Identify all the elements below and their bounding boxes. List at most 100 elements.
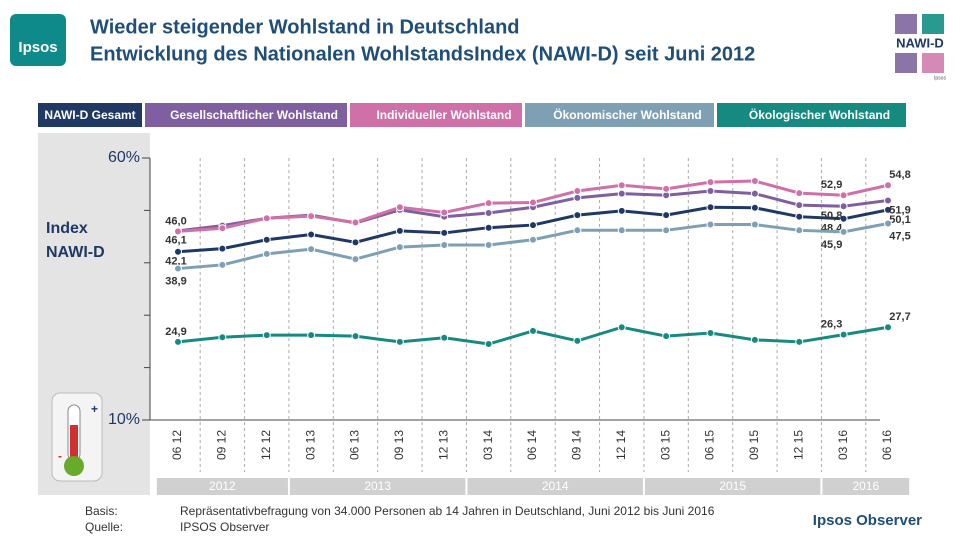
x-tick-label: 12 12 [259, 430, 273, 460]
data-point [218, 260, 227, 269]
x-tick-label: 06 14 [525, 430, 539, 460]
data-point [839, 214, 848, 223]
data-label: 46,1 [165, 235, 186, 247]
year-label: 2016 [852, 479, 879, 493]
legend-label: Ökonomischer Wohlstand [553, 107, 701, 122]
ipsos-logo-text: Ipsos [18, 39, 57, 56]
data-point [484, 199, 493, 208]
legend-box [525, 103, 714, 127]
svg-text:-: - [58, 449, 62, 463]
x-tick-label: 03 16 [836, 430, 850, 460]
data-label: 50,8 [821, 210, 842, 222]
data-point [262, 214, 271, 223]
data-point [884, 181, 892, 190]
data-point [617, 323, 626, 332]
x-tick-label: 09 14 [570, 430, 584, 460]
x-tick-label: 09 15 [747, 430, 761, 460]
source-text: IPSOS Observer [180, 520, 269, 534]
data-point [706, 178, 715, 187]
data-point [484, 223, 493, 232]
data-point [395, 243, 404, 252]
chart-frame [38, 133, 922, 495]
data-label: 52,9 [821, 179, 842, 191]
data-point [174, 247, 182, 256]
data-point [395, 337, 404, 346]
data-point [351, 238, 360, 247]
year-band [822, 478, 910, 495]
data-point [351, 332, 360, 341]
data-point [174, 227, 182, 236]
legend-box [145, 103, 347, 127]
legend-label: Ökologischer Wohlstand [749, 107, 890, 122]
data-point [706, 220, 715, 229]
data-point [573, 226, 582, 235]
year-band [156, 478, 288, 495]
data-point [884, 196, 892, 205]
data-point [395, 203, 404, 212]
data-point [662, 226, 671, 235]
data-point [662, 184, 671, 193]
data-point [884, 205, 892, 214]
data-point [440, 240, 449, 249]
data-point [839, 191, 848, 200]
x-tick-label: 03 15 [658, 430, 672, 460]
data-point [395, 226, 404, 235]
year-band [467, 478, 643, 495]
data-point [262, 249, 271, 258]
basis-text: Repräsentativbefragung von 34.000 Person… [180, 504, 715, 518]
x-tick-label: 06 12 [170, 430, 184, 460]
data-label: 50,1 [889, 214, 910, 226]
data-point [218, 244, 227, 253]
data-point [795, 337, 804, 346]
data-point [617, 206, 626, 215]
data-point [440, 228, 449, 237]
x-tick-label: 03 13 [303, 430, 317, 460]
data-point [174, 264, 182, 273]
data-point [218, 224, 227, 233]
data-label: 38,9 [165, 275, 186, 287]
data-point [706, 187, 715, 196]
data-point [174, 337, 182, 346]
y-tick-label: 10% [108, 411, 140, 428]
y-label: NAWI-D [46, 244, 105, 261]
data-point [529, 221, 537, 230]
badge-small: Ipsos [934, 75, 946, 81]
data-label: 26,3 [821, 318, 842, 330]
data-point [795, 201, 804, 210]
nawi-badge: NAWI-D Ipsos [895, 14, 946, 81]
data-point [706, 203, 715, 212]
data-point [706, 329, 715, 338]
thermometer-icon: - + [51, 392, 103, 482]
y-label: Index [46, 220, 88, 237]
data-label: 42,1 [165, 256, 186, 268]
data-point [484, 209, 493, 218]
data-point [440, 333, 449, 342]
data-label: 27,7 [889, 311, 910, 323]
svg-text:+: + [91, 402, 98, 416]
data-point [839, 227, 848, 236]
data-point [573, 187, 582, 196]
basis-label: Basis: [85, 504, 118, 518]
data-point [750, 203, 759, 212]
legend-box [38, 103, 142, 127]
year-label: 2013 [364, 479, 391, 493]
x-tick-label: 12 13 [436, 430, 450, 460]
y-tick-label: 60% [108, 149, 140, 166]
data-point [262, 331, 271, 340]
data-point [440, 208, 449, 217]
data-point [307, 331, 316, 340]
source-label: Quelle: [85, 520, 123, 534]
x-tick-label: 09 12 [215, 430, 229, 460]
data-point [573, 336, 582, 345]
data-point [795, 212, 804, 221]
data-point [351, 255, 360, 264]
data-point [839, 202, 848, 211]
data-point [839, 330, 848, 339]
data-point [662, 332, 671, 341]
data-point [307, 212, 316, 221]
x-tick-label: 12 15 [791, 430, 805, 460]
data-point [351, 218, 360, 227]
x-tick-label: 06 15 [703, 430, 717, 460]
year-label: 2014 [542, 479, 569, 493]
